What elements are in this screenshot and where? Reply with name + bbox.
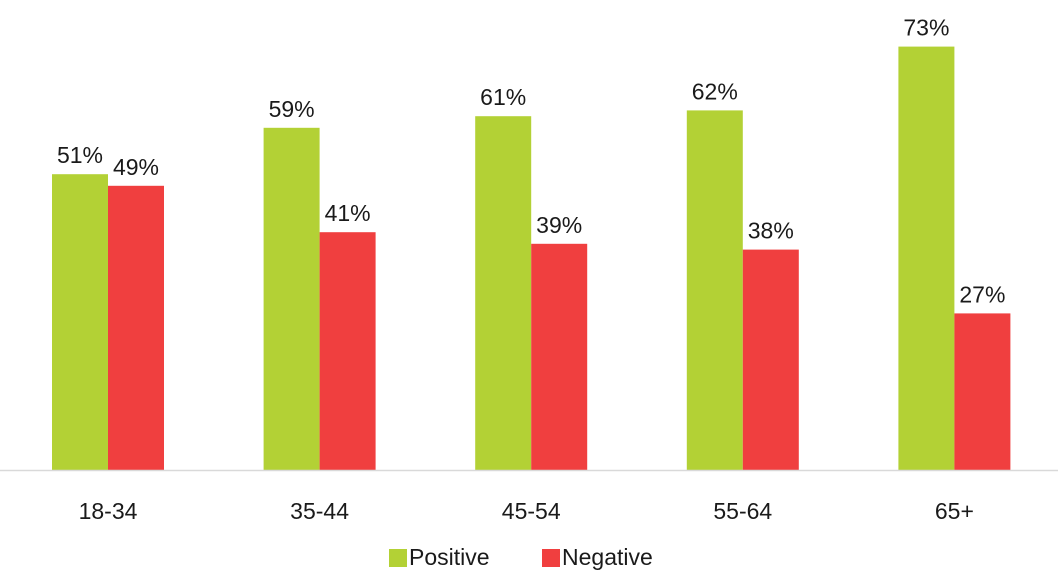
data-label-positive-35-44: 59% bbox=[269, 96, 315, 122]
data-label-positive-55-64: 62% bbox=[692, 78, 738, 104]
x-tick-labels-group: 18-34 35-44 45-54 55-64 65+ bbox=[79, 498, 974, 524]
legend-label-negative: Negative bbox=[562, 544, 653, 570]
bar-negative-65+ bbox=[954, 313, 1011, 470]
bar-negative-45-54 bbox=[531, 243, 588, 470]
bar-negative-35-44 bbox=[319, 232, 376, 470]
legend: Positive Negative bbox=[389, 544, 653, 570]
data-label-negative-45-54: 39% bbox=[536, 212, 582, 238]
legend-swatch-positive bbox=[389, 549, 407, 567]
bar-negative-55-64 bbox=[742, 249, 799, 470]
bar-positive-55-64 bbox=[686, 110, 743, 471]
data-label-negative-35-44: 41% bbox=[325, 200, 371, 226]
data-label-negative-18-34: 49% bbox=[113, 154, 159, 180]
x-tick-label: 45-54 bbox=[502, 498, 561, 524]
x-tick-label: 55-64 bbox=[713, 498, 772, 524]
bar-positive-45-54 bbox=[475, 116, 532, 470]
legend-label-positive: Positive bbox=[409, 544, 490, 570]
bar-positive-35-44 bbox=[263, 127, 320, 471]
x-tick-label: 18-34 bbox=[79, 498, 138, 524]
legend-swatch-negative bbox=[542, 549, 560, 567]
data-labels-group: 51% 49% 59% 41% 61% 39% 62% 38% 73% 27% bbox=[57, 15, 1005, 308]
data-label-negative-55-64: 38% bbox=[748, 218, 794, 244]
data-label-positive-65+: 73% bbox=[903, 15, 949, 41]
bar-positive-18-34 bbox=[52, 174, 108, 470]
data-label-negative-65+: 27% bbox=[959, 281, 1005, 307]
data-label-positive-18-34: 51% bbox=[57, 142, 103, 168]
x-tick-label: 65+ bbox=[935, 498, 974, 524]
data-label-positive-45-54: 61% bbox=[480, 84, 526, 110]
x-tick-label: 35-44 bbox=[290, 498, 349, 524]
bar-negative-18-34 bbox=[108, 185, 164, 471]
bar-positive-65+ bbox=[898, 46, 955, 470]
bars-group bbox=[52, 46, 1011, 471]
